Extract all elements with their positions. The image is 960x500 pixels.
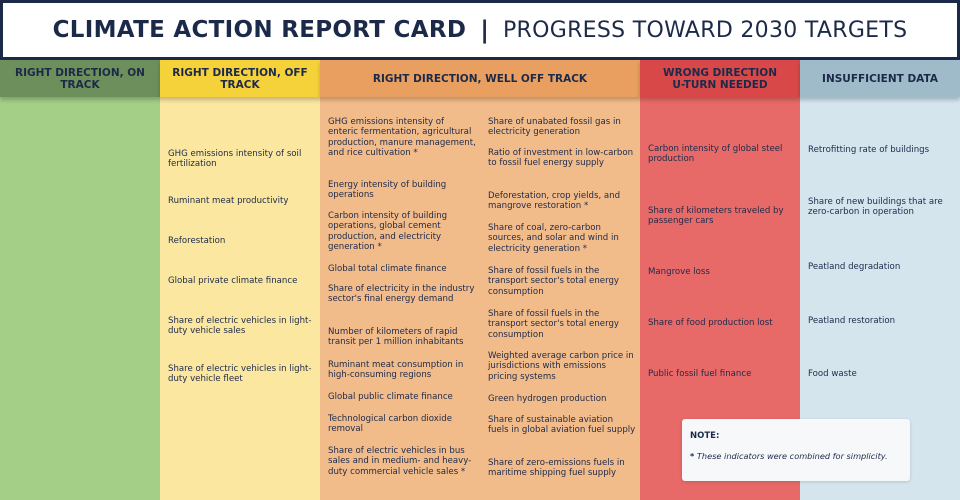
- indicator-item: Share of new buildings that are zero-car…: [808, 197, 943, 218]
- report-subtitle: PROGRESS TOWARD 2030 TARGETS: [502, 17, 908, 43]
- indicator-item: Peatland degradation: [808, 262, 901, 272]
- indicator-item: Global public climate finance: [328, 392, 453, 402]
- column-heading-wrong-direction: WRONG DIRECTION U-TURN NEEDED: [640, 60, 800, 97]
- indicator-item: Ruminant meat productivity: [168, 196, 289, 206]
- note-marker: *: [690, 451, 695, 461]
- indicator-item: Technological carbon dioxide removal: [328, 414, 453, 435]
- indicator-item: Energy intensity of building operations: [328, 180, 447, 201]
- indicator-item: Share of electricity in the industry sec…: [328, 284, 475, 305]
- indicator-item: Share of coal, zero-carbon sources, and …: [488, 223, 619, 254]
- column-heading-insufficient-data: INSUFFICIENT DATA: [800, 60, 960, 97]
- note-box: NOTE: * These indicators were combined f…: [682, 419, 910, 481]
- indicator-item: Carbon intensity of building operations,…: [328, 211, 448, 253]
- indicator-item: Green hydrogen production: [488, 394, 607, 404]
- note-body: These indicators were combined for simpl…: [696, 451, 888, 461]
- column-heading-well-off-track: RIGHT DIRECTION, WELL OFF TRACK: [320, 60, 640, 97]
- indicator-item: Retrofitting rate of buildings: [808, 145, 930, 155]
- note-text: * These indicators were combined for sim…: [690, 451, 902, 461]
- column-on-track: RIGHT DIRECTION, ON TRACK: [0, 60, 160, 500]
- column-body-off-track: GHG emissions intensity of soil fertiliz…: [160, 97, 320, 500]
- indicator-item: Reforestation: [168, 236, 226, 246]
- report-title: CLIMATE ACTION REPORT CARD: [52, 17, 467, 43]
- report-title-bar: CLIMATE ACTION REPORT CARD | PROGRESS TO…: [0, 0, 960, 60]
- indicator-item: Share of unabated fossil gas in electric…: [488, 117, 621, 138]
- title-separator: |: [480, 16, 489, 44]
- indicator-item: Food waste: [808, 369, 857, 379]
- indicator-item: Public fossil fuel finance: [648, 369, 752, 379]
- column-body-well-off-track: GHG emissions intensity of enteric ferme…: [320, 97, 640, 500]
- column-heading-line: WRONG DIRECTION: [662, 66, 778, 79]
- indicator-item: Ratio of investment in low-carbon to fos…: [488, 148, 634, 169]
- indicator-item: Ruminant meat consumption in high-consum…: [328, 360, 464, 381]
- column-heading-off-track: RIGHT DIRECTION, OFF TRACK: [160, 60, 320, 97]
- indicator-item: Share of electric vehicles in bus sales …: [328, 446, 472, 477]
- column-heading-line: U-TURN NEEDED: [672, 78, 768, 91]
- indicator-item: Share of food production lost: [648, 318, 773, 328]
- indicator-item: Peatland restoration: [808, 316, 896, 326]
- indicator-item: Share of sustainable aviation fuels in g…: [488, 415, 636, 436]
- indicator-item: Share of fossil fuels in the transport s…: [488, 309, 619, 340]
- indicator-item: Share of kilometers traveled by passenge…: [648, 206, 784, 227]
- indicator-item: Deforestation, crop yields, and mangrove…: [488, 191, 621, 212]
- indicator-item: Number of kilometers of rapid transit pe…: [328, 327, 464, 348]
- indicator-item: Share of zero-emissions fuels in maritim…: [488, 458, 625, 479]
- indicator-item: Carbon intensity of global steel product…: [648, 144, 783, 165]
- indicator-item: Share of electric vehicles in light-duty…: [168, 316, 312, 337]
- indicator-item: GHG emissions intensity of enteric ferme…: [328, 117, 476, 159]
- indicator-item: Share of electric vehicles in light-duty…: [168, 364, 312, 385]
- indicator-item: Global total climate finance: [328, 264, 447, 274]
- column-off-track: RIGHT DIRECTION, OFF TRACK GHG emissions…: [160, 60, 320, 500]
- indicator-item: Weighted average carbon price in jurisdi…: [488, 351, 634, 382]
- column-well-off-track: RIGHT DIRECTION, WELL OFF TRACK GHG emis…: [320, 60, 640, 500]
- indicator-item: GHG emissions intensity of soil fertiliz…: [168, 149, 302, 170]
- indicator-item: Share of fossil fuels in the transport s…: [488, 266, 619, 297]
- column-heading-on-track: RIGHT DIRECTION, ON TRACK: [0, 60, 160, 97]
- indicator-item: Mangrove loss: [648, 267, 710, 277]
- indicator-item: Global private climate finance: [168, 276, 298, 286]
- column-body-on-track: [0, 97, 160, 500]
- note-heading: NOTE:: [690, 431, 720, 441]
